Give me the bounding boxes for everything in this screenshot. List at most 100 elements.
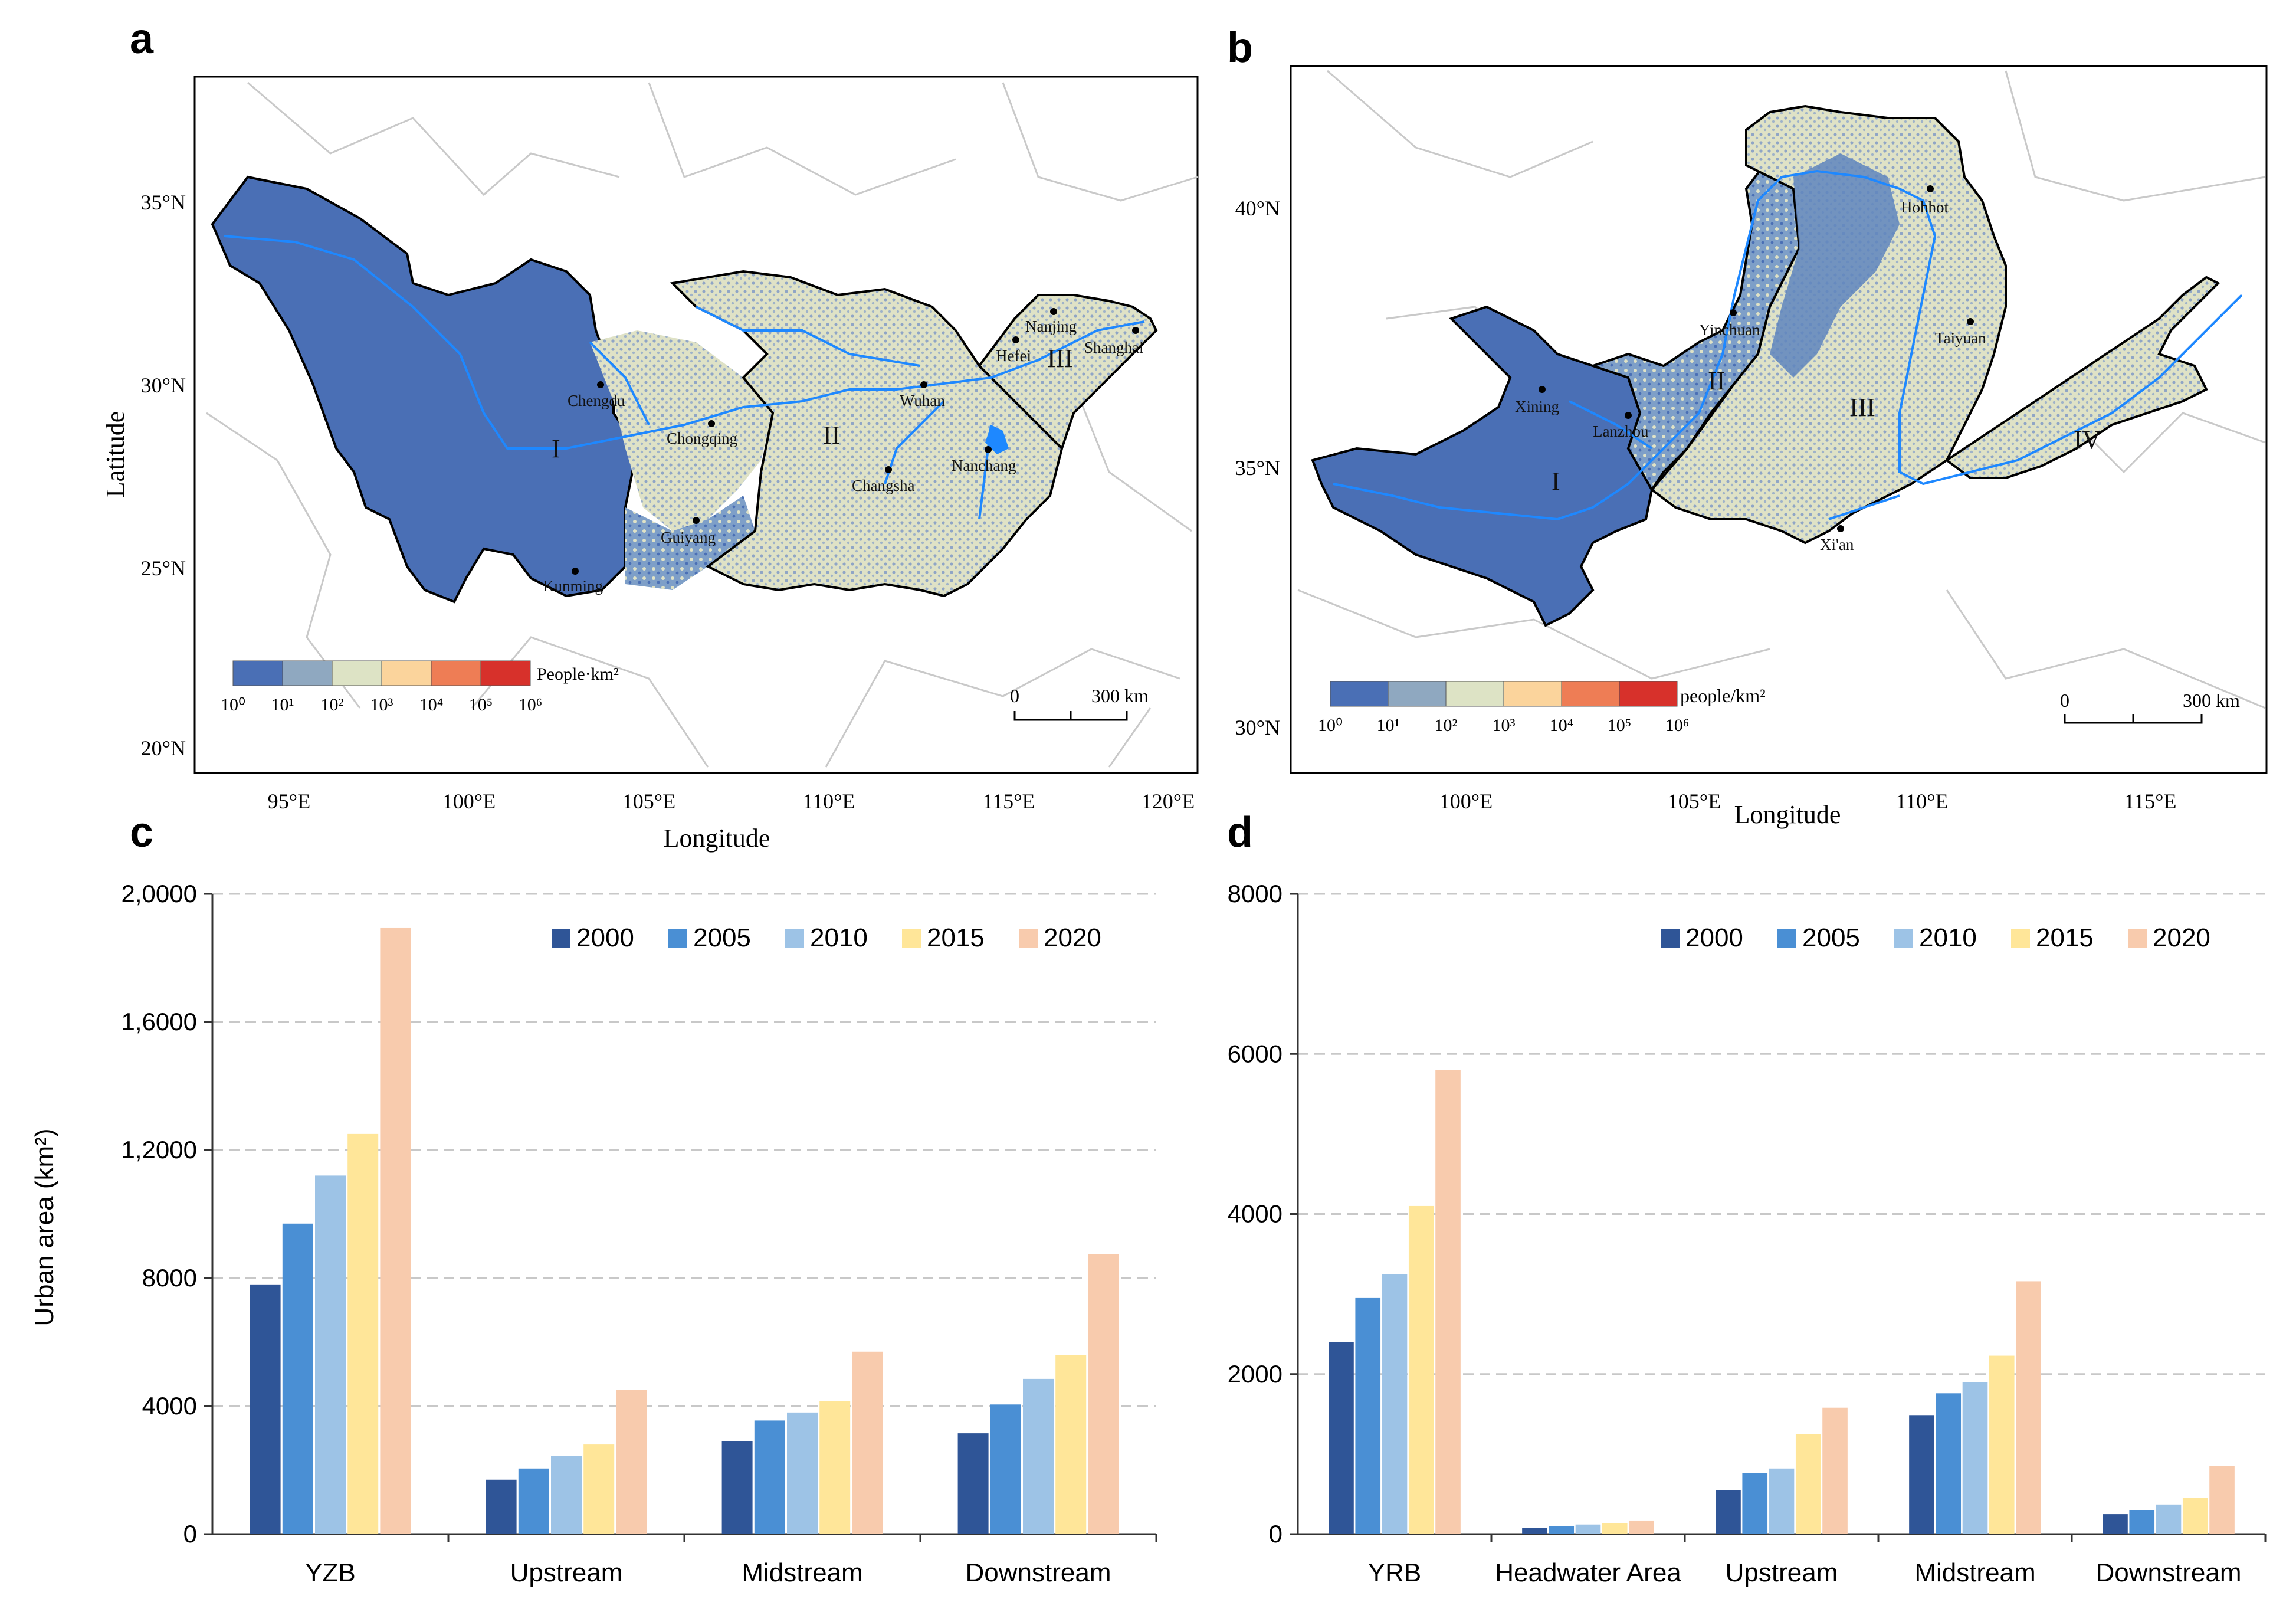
category-label-2: Upstream	[1726, 1558, 1838, 1587]
category-label-3: Midstream	[1914, 1558, 2035, 1587]
legend-label-2: 10²	[1435, 716, 1458, 735]
bar-downstream-2005	[2129, 1510, 2155, 1534]
legend-swatch-2000	[1661, 929, 1680, 948]
lon-tick-a-2: 105°E	[622, 789, 675, 813]
map-a-region-i	[211, 175, 639, 604]
category-label-0: YRB	[1368, 1558, 1421, 1587]
panel-b-letter: b	[1227, 24, 1253, 71]
region-a-ii: II	[823, 421, 840, 450]
legend-label-3: 10³	[1493, 716, 1516, 735]
bar-yzb-2005	[282, 1223, 313, 1534]
bar-headwater-area-2000	[1522, 1528, 1547, 1534]
legend-label-2015: 2015	[2036, 923, 2094, 952]
city-shanghai: Shanghai	[1084, 339, 1144, 356]
chart-c-ylabel: Urban area (km²)	[30, 1129, 59, 1326]
region-b-iii: III	[1849, 393, 1875, 422]
bar-downstream-2000	[2103, 1514, 2128, 1534]
ytick-label-0: 0	[183, 1520, 197, 1548]
bar-midstream-2010	[1962, 1382, 1988, 1534]
map-b-scale-zero: 0	[2060, 690, 2069, 711]
city-nanjing: Nanjing	[1025, 317, 1077, 335]
map-b-legend-labels: 10⁰ 10¹ 10² 10³ 10⁴ 10⁵ 10⁶	[1318, 716, 1689, 735]
bar-yrb-2020	[1435, 1070, 1461, 1534]
legend-swatch-5	[1619, 681, 1678, 707]
bar-upstream-2010	[1769, 1468, 1795, 1534]
legend-label-3: 10³	[370, 695, 393, 715]
region-b-i: I	[1552, 467, 1560, 496]
bar-upstream-2020	[616, 1390, 647, 1534]
legend-label-5: 10⁵	[1608, 716, 1631, 735]
city-hefei: Hefei	[996, 347, 1031, 365]
legend-label-2015: 2015	[927, 923, 985, 952]
legend-label-2010: 2010	[810, 923, 868, 952]
lon-tick-a-5: 120°E	[1142, 789, 1195, 813]
map-a-legend-ramp	[232, 660, 531, 686]
legend-label-0: 10⁰	[221, 695, 245, 715]
map-a-sichuan-basin	[590, 330, 773, 531]
legend-label-5: 10⁵	[469, 695, 493, 715]
bar-upstream-2005	[518, 1468, 549, 1534]
bar-yzb-2015	[347, 1133, 379, 1534]
bar-downstream-2005	[990, 1404, 1021, 1534]
bar-upstream-2000	[486, 1479, 517, 1534]
legend-swatch-2015	[2011, 929, 2030, 948]
bar-upstream-2000	[1716, 1490, 1741, 1534]
legend-swatch-5	[480, 660, 531, 686]
legend-swatch-2010	[785, 929, 804, 948]
map-a-scale-label: 300 km	[1091, 685, 1149, 706]
lat-tick-b-0: 40°N	[1235, 196, 1280, 220]
bar-yrb-2000	[1329, 1342, 1354, 1534]
bar-yrb-2005	[1355, 1297, 1381, 1534]
city-wuhan: Wuhan	[900, 392, 945, 409]
lon-tick-a-0: 95°E	[268, 789, 310, 813]
map-a-lake	[985, 425, 1009, 454]
lon-tick-a-3: 110°E	[802, 789, 855, 813]
lon-tick-a-4: 115°E	[982, 789, 1035, 813]
ytick-label-0: 0	[1269, 1520, 1283, 1548]
bar-headwater-area-2005	[1549, 1526, 1575, 1534]
map-a-cities: Chengdu Chongqing Guiyang Kunming Wuhan …	[543, 308, 1144, 595]
category-label-1: Upstream	[510, 1558, 623, 1587]
legend-swatch-0	[232, 660, 283, 686]
panel-b: b 40°N 35°N 30°N 100°E	[1227, 24, 2268, 829]
bar-yzb-2010	[315, 1175, 346, 1534]
map-a-region-ii	[670, 270, 1064, 598]
city-lanzhou: Lanzhou	[1593, 422, 1649, 440]
city-xining: Xining	[1515, 398, 1559, 415]
map-a-regions: I II III	[552, 344, 1073, 463]
bar-headwater-area-2015	[1602, 1523, 1628, 1534]
legend-label-6: 10⁶	[1665, 716, 1689, 735]
map-a-xlabel: Longitude	[664, 824, 770, 853]
map-a-legend-labels: 10⁰ 10¹ 10² 10³ 10⁴ 10⁵ 10⁶	[221, 695, 542, 715]
map-b-province-lines	[1297, 70, 2266, 709]
map-a-scale-bar: 0 300 km	[1010, 685, 1149, 721]
region-a-iii: III	[1047, 344, 1073, 373]
ytick-label-1: 4000	[142, 1392, 197, 1420]
legend-swatch-2020	[1019, 929, 1038, 948]
region-b-ii: II	[1708, 366, 1725, 395]
legend-label-2005: 2005	[1802, 923, 1860, 952]
bar-downstream-2020	[2209, 1466, 2235, 1534]
lat-tick-a-0: 35°N	[141, 191, 186, 214]
bar-midstream-2005	[754, 1420, 785, 1534]
legend-swatch-2	[332, 660, 382, 686]
legend-label-2020: 2020	[2153, 923, 2210, 952]
city-chongqing: Chongqing	[667, 430, 737, 447]
legend-label-2000: 2000	[576, 923, 634, 952]
bar-upstream-2020	[1822, 1407, 1848, 1534]
bar-downstream-2010	[2156, 1504, 2182, 1534]
legend-swatch-4	[1561, 681, 1620, 707]
bar-midstream-2020	[2016, 1281, 2041, 1534]
legend-swatch-2000	[552, 929, 570, 948]
legend-label-2000: 2000	[1685, 923, 1743, 952]
map-b-lat-ticks: 40°N 35°N 30°N	[1235, 196, 1280, 739]
legend-swatch-1	[282, 660, 333, 686]
legend-swatch-2	[1445, 681, 1504, 707]
ytick-label-4: 8000	[1228, 880, 1283, 907]
bar-yrb-2010	[1382, 1274, 1408, 1534]
bar-upstream-2015	[583, 1444, 615, 1534]
bar-yzb-2000	[250, 1284, 281, 1534]
lat-tick-a-3: 20°N	[141, 736, 186, 760]
map-b-legend-title: people/km²	[1680, 685, 1766, 706]
